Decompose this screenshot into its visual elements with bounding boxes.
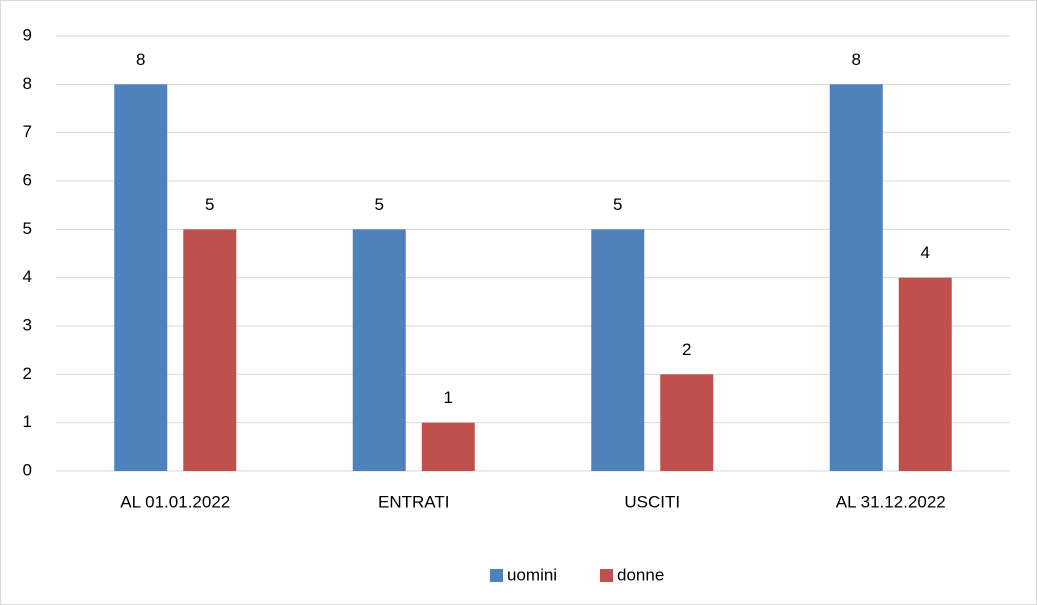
legend-label: uomini xyxy=(507,565,557,584)
data-label: 8 xyxy=(136,50,145,69)
legend-swatch xyxy=(600,569,613,582)
y-tick-label: 3 xyxy=(23,315,32,334)
bar xyxy=(421,422,475,471)
bar xyxy=(591,229,645,471)
data-label: 2 xyxy=(682,340,691,359)
x-tick-label: USCITI xyxy=(624,492,680,511)
data-label: 4 xyxy=(921,243,930,262)
x-tick-label: AL 01.01.2022 xyxy=(120,492,230,511)
y-tick-label: 5 xyxy=(23,219,32,238)
data-label: 5 xyxy=(375,195,384,214)
y-tick-label: 1 xyxy=(23,412,32,431)
data-label: 1 xyxy=(444,388,453,407)
y-tick-label: 4 xyxy=(23,267,32,286)
bar xyxy=(898,277,952,471)
y-tick-label: 6 xyxy=(23,170,32,189)
y-tick-label: 9 xyxy=(23,25,32,44)
data-label: 5 xyxy=(613,195,622,214)
bar xyxy=(114,84,168,471)
bar xyxy=(352,229,406,471)
y-tick-label: 8 xyxy=(23,74,32,93)
data-label: 8 xyxy=(852,50,861,69)
legend-label: donne xyxy=(617,565,664,584)
bar xyxy=(660,374,714,471)
y-tick-label: 0 xyxy=(23,460,32,479)
x-tick-label: AL 31.12.2022 xyxy=(836,492,946,511)
bar xyxy=(183,229,237,471)
bar xyxy=(829,84,883,471)
legend-swatch xyxy=(490,569,503,582)
data-label: 5 xyxy=(205,195,214,214)
x-tick-label: ENTRATI xyxy=(378,492,449,511)
y-tick-label: 7 xyxy=(23,122,32,141)
y-tick-label: 2 xyxy=(23,364,32,383)
